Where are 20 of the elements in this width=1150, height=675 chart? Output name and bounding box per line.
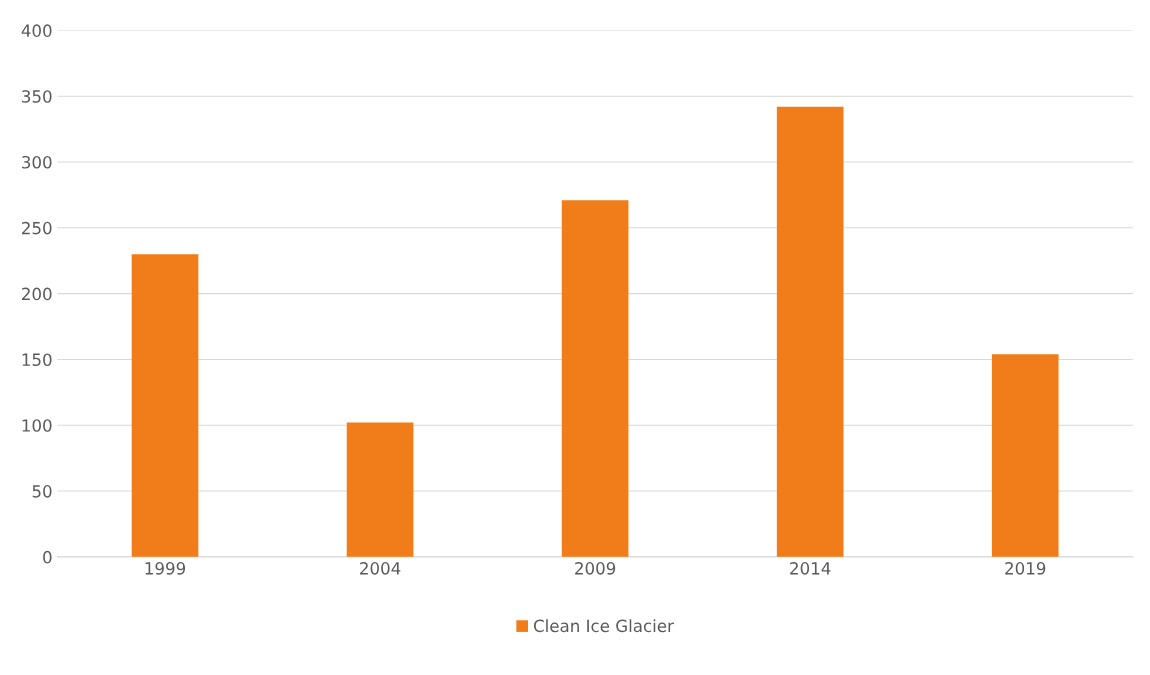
y-tick-label: 250	[22, 221, 52, 235]
y-tick-label: 150	[22, 353, 52, 367]
legend-label: Clean Ice Glacier	[533, 619, 674, 633]
y-tick-label: 100	[22, 419, 52, 432]
y-tick-label: 300	[22, 155, 52, 169]
bar	[776, 106, 844, 557]
y-tick-label: 200	[22, 287, 52, 301]
x-tick-label: 2004	[360, 562, 401, 575]
bar	[561, 200, 629, 557]
y-tick-label: 0	[43, 550, 52, 564]
x-tick-label: 1999	[145, 562, 186, 575]
y-tick-label: 400	[21, 24, 52, 37]
x-tick-label: 2019	[1005, 562, 1046, 575]
y-tick-label: 350	[22, 90, 52, 103]
bar	[346, 422, 414, 557]
y-tick-label: 50	[32, 485, 52, 498]
x-tick-label: 2009	[575, 562, 616, 575]
x-tick-label: 2014	[790, 562, 831, 575]
bar	[991, 354, 1059, 557]
bar	[131, 254, 199, 557]
